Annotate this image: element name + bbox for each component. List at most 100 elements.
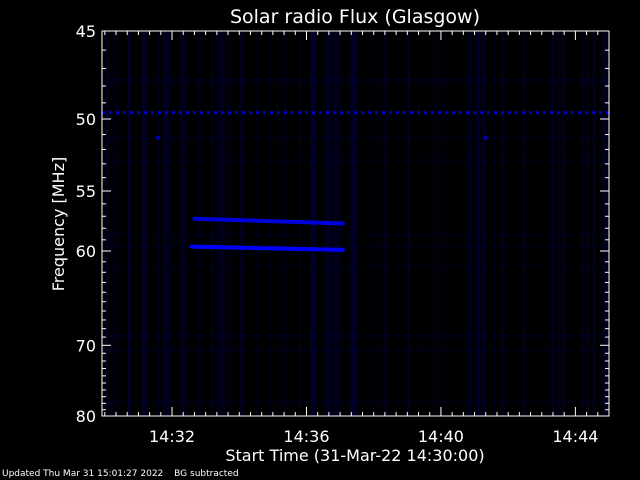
noise-streak xyxy=(222,31,225,416)
noise-streak xyxy=(478,31,480,416)
noise-streak xyxy=(551,31,555,416)
noise-streak xyxy=(211,31,213,416)
y-tick-label: 50 xyxy=(76,110,96,129)
noise-streak xyxy=(354,31,358,416)
noise-streak xyxy=(256,31,258,416)
noise-band xyxy=(102,159,609,161)
noise-streak xyxy=(143,31,145,416)
noise-streak xyxy=(588,31,591,416)
noise-band xyxy=(102,401,609,403)
noise-streak xyxy=(581,31,585,416)
noise-streak xyxy=(351,31,353,416)
y-tick-label: 80 xyxy=(76,407,96,426)
radio-burst xyxy=(189,244,345,252)
noise-streak xyxy=(116,31,119,416)
emission-spot xyxy=(483,135,488,140)
noise-streak xyxy=(561,31,564,416)
noise-band xyxy=(102,265,609,268)
noise-streak xyxy=(105,31,108,416)
y-tick-label: 60 xyxy=(76,242,96,261)
noise-band xyxy=(102,335,609,337)
noise-streak xyxy=(145,31,147,416)
noise-streak xyxy=(604,31,607,416)
noise-streak xyxy=(476,31,479,416)
noise-streak xyxy=(221,31,224,416)
plot-frame xyxy=(101,30,610,417)
noise-streak xyxy=(445,31,447,416)
noise-streak xyxy=(157,31,160,416)
noise-streak xyxy=(128,31,130,416)
noise-streak xyxy=(197,31,200,416)
noise-streak xyxy=(269,31,271,416)
noise-streak xyxy=(550,31,553,416)
noise-streak xyxy=(349,31,351,416)
y-tick-label: 45 xyxy=(76,22,96,41)
plot-area xyxy=(101,30,610,417)
noise-streak xyxy=(603,31,607,416)
noise-streak xyxy=(141,31,145,416)
noise-streak xyxy=(586,31,588,416)
noise-streak xyxy=(379,31,382,416)
noise-streak xyxy=(383,31,386,416)
chart-title: Solar radio Flux (Glasgow) xyxy=(230,6,480,28)
noise-streak xyxy=(493,31,496,416)
noise-streak xyxy=(435,31,437,416)
x-tick-label: 14:40 xyxy=(418,427,464,446)
noise-band xyxy=(102,81,609,84)
x-axis: 14:32 14:36 14:40 14:44 xyxy=(104,31,610,446)
noise-streak xyxy=(418,31,420,416)
noise-streak xyxy=(239,31,242,416)
noise-band xyxy=(102,245,609,247)
noise-streak xyxy=(562,31,565,416)
noise-band xyxy=(102,137,609,139)
noise-streak xyxy=(480,31,484,416)
noise-streak xyxy=(593,31,596,416)
y-axis: 45 50 55 60 70 80 xyxy=(76,22,609,426)
emission-features xyxy=(102,111,609,252)
x-axis-label: Start Time (31-Mar-22 14:30:00) xyxy=(225,446,484,465)
noise-streak xyxy=(558,31,560,416)
y-tick-label: 55 xyxy=(76,182,96,201)
noise-band xyxy=(102,349,609,351)
noise-streak xyxy=(436,31,440,416)
noise-streak xyxy=(127,31,131,416)
footer: Updated Thu Mar 31 15:01:27 2022 BG subt… xyxy=(2,469,239,479)
noise-streak xyxy=(386,31,389,416)
noise-streak xyxy=(180,31,183,416)
noise-streak xyxy=(353,31,356,416)
noise-streak xyxy=(523,31,525,416)
noise-streak xyxy=(433,31,435,416)
noise-streak xyxy=(218,31,221,416)
background-note: BG subtracted xyxy=(174,469,239,479)
noise-streak xyxy=(482,31,486,416)
noise-streak xyxy=(215,31,217,416)
noise-streak xyxy=(144,31,146,416)
noise-streak xyxy=(369,31,372,416)
noise-streak xyxy=(166,31,169,416)
noise-band xyxy=(102,78,609,81)
noise-streak xyxy=(171,31,173,416)
noise-streak xyxy=(442,31,445,416)
noise-streak xyxy=(522,31,525,416)
noise-streak xyxy=(475,31,478,416)
noise-streak xyxy=(469,31,472,416)
noise-streak xyxy=(114,31,116,416)
x-tick-label: 14:32 xyxy=(149,427,195,446)
noise-streak xyxy=(242,31,244,416)
noise-streak xyxy=(106,31,109,416)
y-tick-label: 70 xyxy=(76,336,96,355)
noise-streak xyxy=(225,31,228,416)
noise-streak xyxy=(501,31,504,416)
noise-band xyxy=(102,234,609,236)
noise-streak xyxy=(182,31,186,416)
radio-burst xyxy=(192,216,345,226)
noise-streak xyxy=(352,31,354,416)
noise-streak xyxy=(465,31,468,416)
updated-timestamp: Updated Thu Mar 31 15:01:27 2022 xyxy=(2,469,164,479)
x-tick-label: 14:36 xyxy=(283,427,329,446)
noise-streak xyxy=(556,31,558,416)
noise-streak xyxy=(163,31,166,416)
y-axis-label: Frequency [MHz] xyxy=(49,157,68,291)
noise-streak xyxy=(407,31,410,416)
